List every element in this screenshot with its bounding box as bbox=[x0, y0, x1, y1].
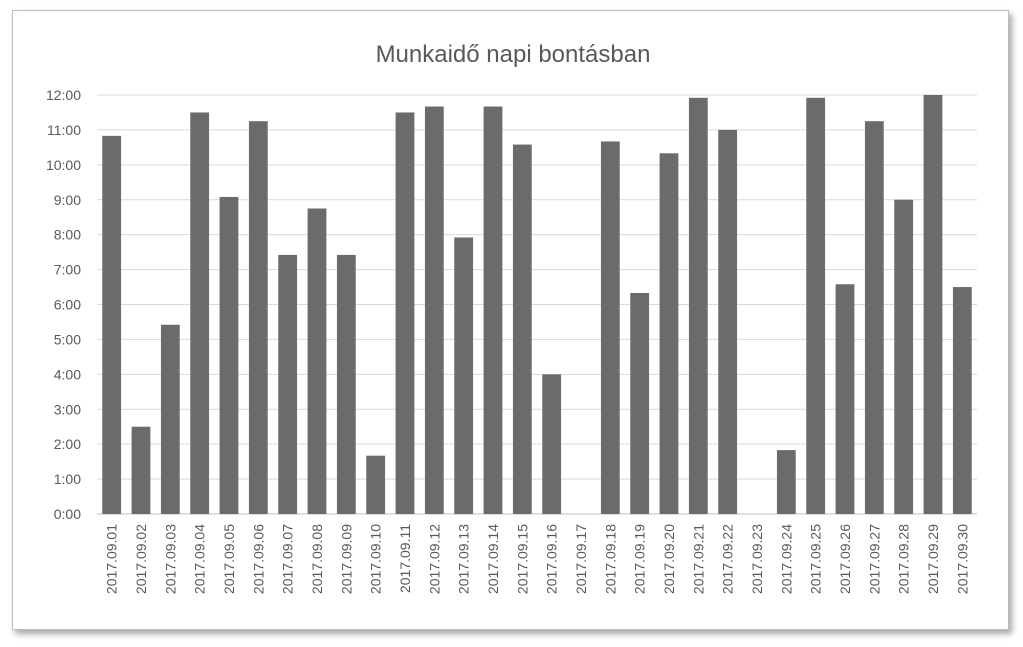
x-tick-label: 2017.09.23 bbox=[749, 524, 765, 594]
bar bbox=[864, 121, 884, 514]
bar bbox=[630, 292, 650, 514]
bar bbox=[806, 97, 826, 514]
y-tick-label: 10:00 bbox=[46, 157, 81, 173]
x-tick-label: 2017.09.24 bbox=[778, 524, 794, 594]
x-tick-label: 2017.09.12 bbox=[426, 524, 442, 594]
x-tick-label: 2017.09.10 bbox=[368, 524, 384, 594]
bar bbox=[395, 112, 415, 514]
x-tick-label: 2017.09.01 bbox=[104, 524, 120, 594]
y-tick-label: 7:00 bbox=[54, 262, 81, 278]
x-tick-label: 2017.09.15 bbox=[514, 524, 530, 594]
x-tick-label: 2017.09.14 bbox=[485, 524, 501, 594]
bar bbox=[190, 112, 210, 514]
bar bbox=[131, 426, 151, 514]
bar bbox=[366, 455, 386, 514]
x-tick-label: 2017.09.17 bbox=[573, 524, 589, 594]
x-tick-label: 2017.09.05 bbox=[221, 524, 237, 594]
x-tick-label: 2017.09.18 bbox=[602, 524, 618, 594]
x-tick-label: 2017.09.07 bbox=[280, 524, 296, 594]
y-tick-label: 3:00 bbox=[54, 401, 81, 417]
bar bbox=[894, 199, 914, 514]
y-tick-label: 1:00 bbox=[54, 471, 81, 487]
bar bbox=[688, 97, 708, 514]
x-tick-label: 2017.09.19 bbox=[632, 524, 648, 594]
bar bbox=[248, 121, 268, 514]
y-tick-label: 8:00 bbox=[54, 227, 81, 243]
bar bbox=[454, 237, 474, 514]
x-tick-label: 2017.09.25 bbox=[808, 524, 824, 594]
bar bbox=[718, 129, 738, 514]
x-tick-label: 2017.09.21 bbox=[690, 524, 706, 594]
y-tick-label: 6:00 bbox=[54, 297, 81, 313]
bar bbox=[659, 153, 679, 514]
y-tick-label: 2:00 bbox=[54, 436, 81, 452]
x-tick-label: 2017.09.09 bbox=[338, 524, 354, 594]
bar bbox=[307, 208, 327, 514]
y-tick-label: 0:00 bbox=[54, 506, 81, 522]
bar bbox=[776, 450, 796, 514]
chart-title: Munkaidő napi bontásban bbox=[376, 41, 651, 68]
bar bbox=[160, 324, 180, 514]
x-tick-label: 2017.09.03 bbox=[162, 524, 178, 594]
bar bbox=[542, 374, 562, 514]
bar bbox=[923, 95, 943, 514]
x-tick-label: 2017.09.27 bbox=[866, 524, 882, 594]
bar bbox=[424, 106, 444, 515]
bar bbox=[600, 141, 620, 515]
x-tick-label: 2017.09.30 bbox=[954, 524, 970, 594]
x-tick-label: 2017.09.04 bbox=[192, 524, 208, 594]
x-tick-label: 2017.09.28 bbox=[896, 524, 912, 594]
bar bbox=[835, 284, 855, 514]
x-tick-label: 2017.09.22 bbox=[720, 524, 736, 594]
y-tick-label: 5:00 bbox=[54, 331, 81, 347]
x-tick-label: 2017.09.29 bbox=[925, 524, 941, 594]
y-tick-label: 9:00 bbox=[54, 192, 81, 208]
bar bbox=[512, 144, 532, 514]
bar bbox=[483, 106, 503, 515]
x-tick-label: 2017.09.16 bbox=[544, 524, 560, 594]
x-tick-label: 2017.09.13 bbox=[456, 524, 472, 594]
bar bbox=[102, 135, 122, 515]
bar bbox=[219, 196, 239, 514]
y-tick-label: 11:00 bbox=[47, 122, 81, 138]
x-tick-label: 2017.09.20 bbox=[661, 524, 677, 594]
y-tick-label: 12:00 bbox=[46, 87, 81, 103]
y-tick-label: 4:00 bbox=[54, 366, 81, 382]
x-tick-label: 2017.09.11 bbox=[397, 524, 413, 593]
x-tick-label: 2017.09.08 bbox=[309, 524, 325, 594]
x-tick-label: 2017.09.02 bbox=[133, 524, 149, 594]
x-tick-label: 2017.09.26 bbox=[837, 524, 853, 594]
bar bbox=[336, 254, 356, 514]
bar bbox=[278, 254, 298, 514]
bar bbox=[952, 287, 972, 514]
x-tick-label: 2017.09.06 bbox=[250, 524, 266, 594]
